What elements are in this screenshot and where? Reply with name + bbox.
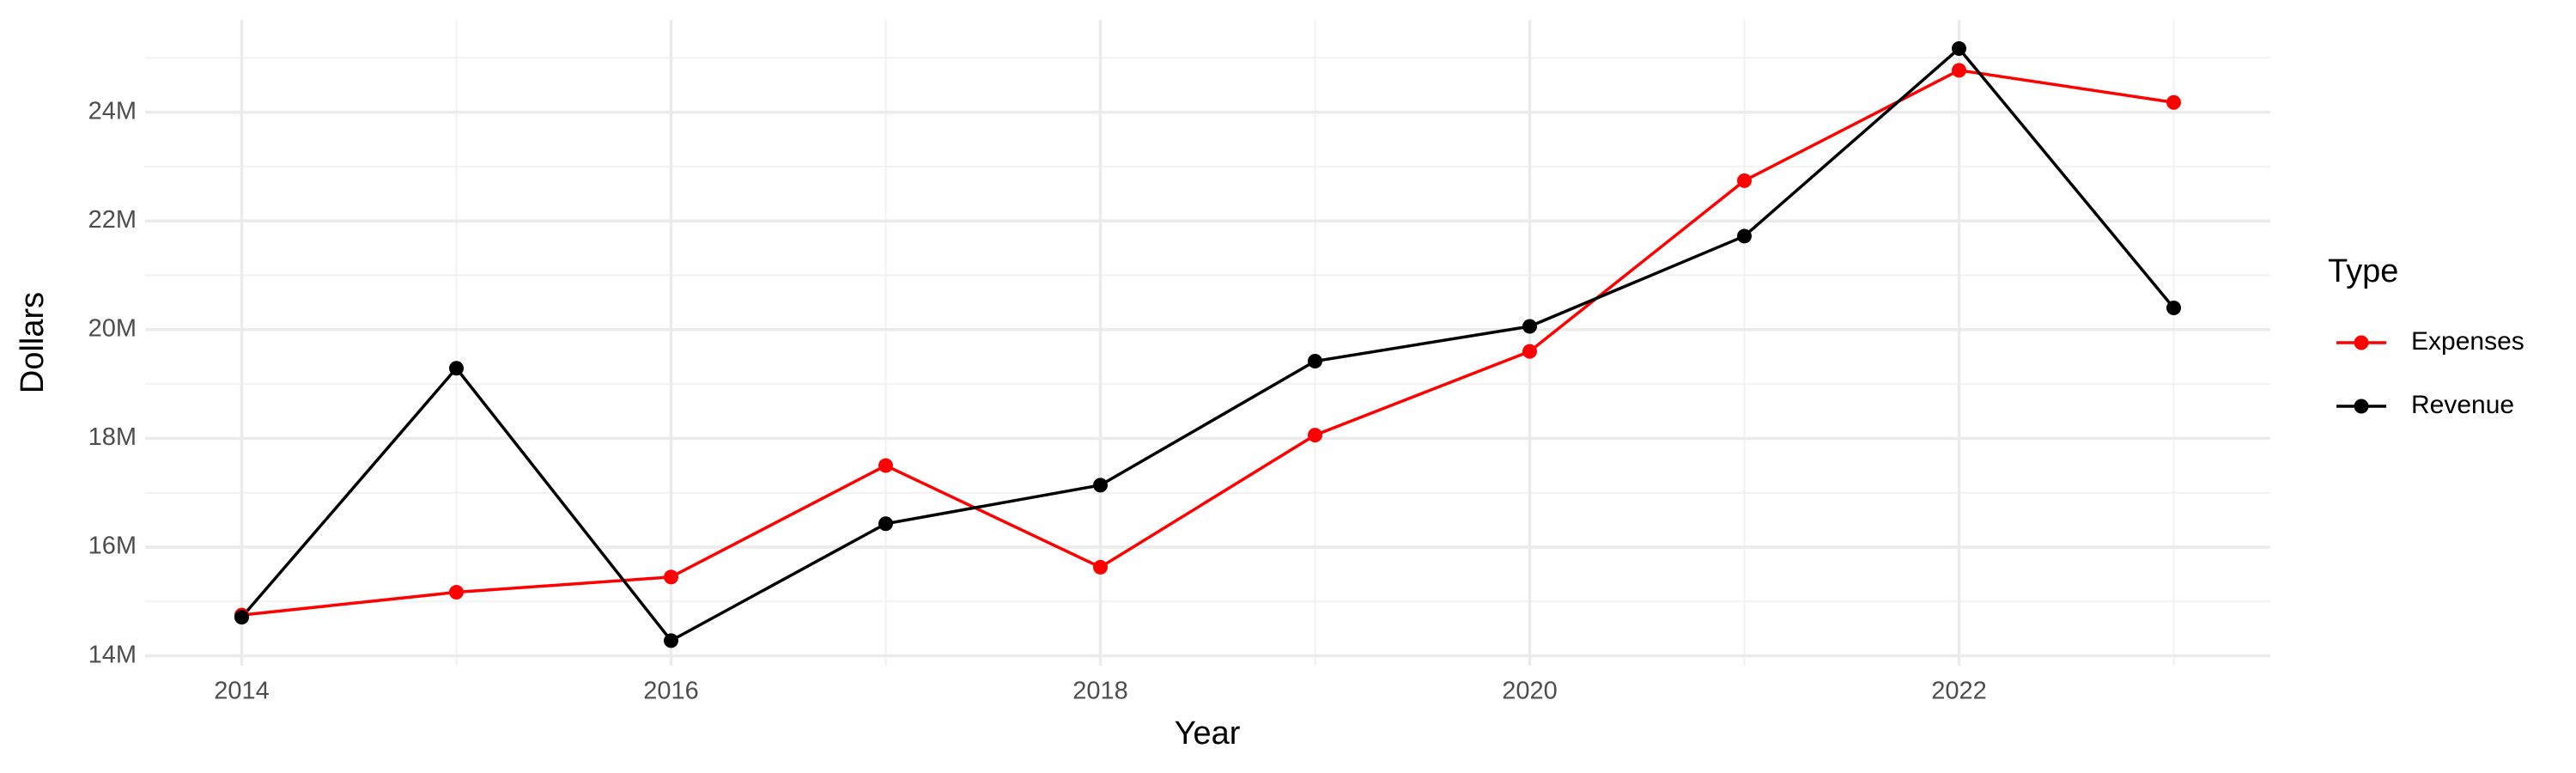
legend-swatch-point: [2354, 399, 2369, 414]
data-point: [1952, 63, 1966, 78]
x-axis-title: Year: [1175, 715, 1241, 752]
y-tick-label: 18M: [88, 423, 137, 451]
y-tick-label: 20M: [88, 314, 137, 342]
y-axis-title: Dollars: [15, 292, 51, 393]
data-point: [1952, 41, 1966, 57]
data-point: [1737, 173, 1752, 188]
y-tick-label: 14M: [88, 641, 137, 668]
x-tick-label: 2022: [1931, 678, 1987, 705]
data-point: [1308, 428, 1322, 443]
data-point: [664, 569, 678, 585]
legend-title: Type: [2328, 253, 2398, 289]
legend-label: Revenue: [2411, 391, 2514, 419]
y-tick-label: 16M: [88, 533, 137, 560]
x-tick-label: 2014: [214, 678, 270, 705]
x-tick-label: 2016: [643, 678, 699, 705]
data-point: [1737, 228, 1752, 244]
data-point: [1522, 319, 1537, 334]
data-point: [1093, 478, 1108, 493]
grid: [145, 20, 2270, 666]
x-tick-label: 2020: [1502, 678, 1558, 705]
legend-label: Expenses: [2411, 327, 2524, 356]
x-tick-label: 2018: [1072, 678, 1128, 705]
data-point: [1093, 559, 1108, 575]
data-point: [1522, 344, 1537, 359]
series-line: [240, 46, 2175, 643]
data-point: [878, 516, 893, 532]
data-point: [234, 610, 249, 625]
legend-swatch-point: [2354, 335, 2369, 350]
series-line: [241, 69, 2174, 617]
data-point: [449, 361, 464, 376]
data-point: [2166, 94, 2181, 110]
y-tick-label: 24M: [88, 97, 137, 125]
y-tick-label: 22M: [88, 206, 137, 234]
data-point: [2166, 300, 2181, 315]
data-point: [878, 458, 893, 473]
data-point: [1308, 354, 1322, 369]
data-point: [449, 585, 464, 600]
data-point: [664, 633, 678, 648]
